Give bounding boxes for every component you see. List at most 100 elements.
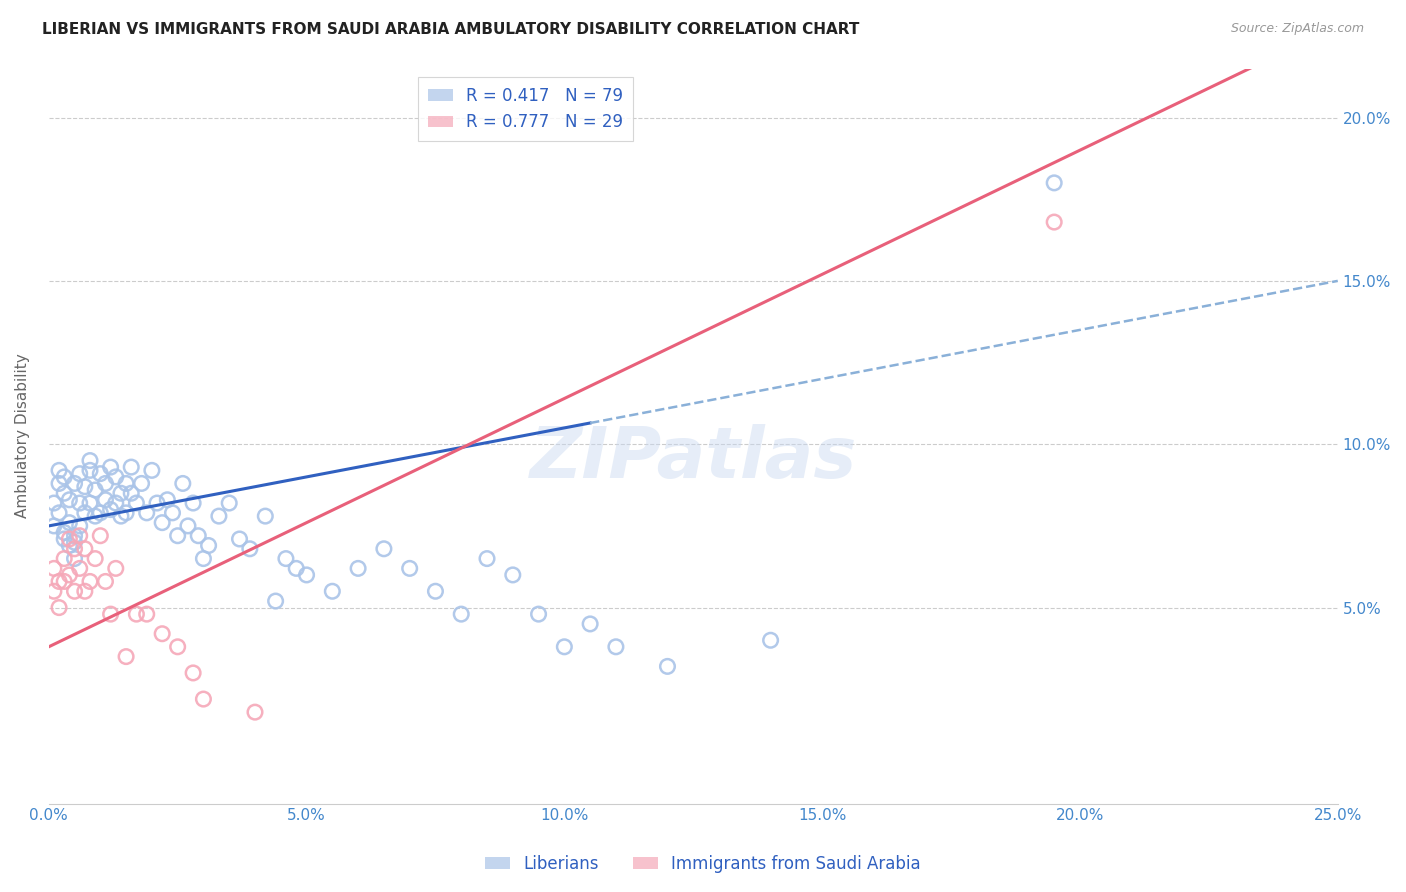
Point [100,607,122,621]
Point [527,607,550,621]
Point [450,607,472,621]
Point [63,584,86,599]
Point [579,616,602,631]
Point [110,486,132,500]
Point [48,506,70,520]
Point [84,483,107,497]
Point [89,506,111,520]
Point [181,665,204,680]
Point [48,476,70,491]
Point [58,516,80,530]
Point [100,502,122,516]
Point [79,574,101,589]
Point [285,561,308,575]
Point [208,509,231,524]
Point [166,640,188,654]
Point [104,470,127,484]
Point [53,470,76,484]
Point [110,509,132,524]
Point [53,525,76,540]
Point [69,496,91,510]
Point [120,460,142,475]
Point [141,463,163,477]
Point [295,568,318,582]
Point [264,594,287,608]
Point [89,529,111,543]
Point [475,551,498,566]
Point [254,509,277,524]
Point [53,486,76,500]
Point [100,460,122,475]
Point [104,561,127,575]
Point [243,705,266,719]
Point [657,659,679,673]
Point [156,492,179,507]
Point [48,574,70,589]
Point [42,519,65,533]
Point [197,539,219,553]
Point [759,633,782,648]
Point [398,561,420,575]
Point [42,584,65,599]
Point [150,516,173,530]
Point [193,692,215,706]
Legend: R = 0.417   N = 79, R = 0.777   N = 29: R = 0.417 N = 79, R = 0.777 N = 29 [418,77,633,141]
Point [162,506,184,520]
Point [73,584,96,599]
Point [150,626,173,640]
Point [321,584,343,599]
Point [177,519,200,533]
Point [84,509,107,524]
Point [146,496,169,510]
Point [135,506,157,520]
Point [193,551,215,566]
Point [79,453,101,467]
Point [53,551,76,566]
Point [69,529,91,543]
Point [58,568,80,582]
Point [347,561,370,575]
Point [48,463,70,477]
Point [115,476,138,491]
Y-axis label: Ambulatory Disability: Ambulatory Disability [15,354,30,518]
Point [69,467,91,481]
Point [218,496,240,510]
Point [84,551,107,566]
Point [63,529,86,543]
Point [125,607,148,621]
Point [135,607,157,621]
Point [94,492,117,507]
Point [58,532,80,546]
Point [1043,215,1066,229]
Point [48,600,70,615]
Point [166,529,188,543]
Point [53,532,76,546]
Point [115,506,138,520]
Point [69,561,91,575]
Point [89,467,111,481]
Point [94,574,117,589]
Point [73,506,96,520]
Point [131,476,153,491]
Point [187,529,209,543]
Point [94,476,117,491]
Point [58,539,80,553]
Point [181,496,204,510]
Point [63,541,86,556]
Point [228,532,250,546]
Point [69,519,91,533]
Point [239,541,262,556]
Point [73,541,96,556]
Point [425,584,447,599]
Point [502,568,524,582]
Point [115,649,138,664]
Point [73,480,96,494]
Point [373,541,395,556]
Point [125,496,148,510]
Point [63,476,86,491]
Point [53,574,76,589]
Point [553,640,575,654]
Text: ZIPatlas: ZIPatlas [530,424,856,492]
Point [1043,176,1066,190]
Point [58,492,80,507]
